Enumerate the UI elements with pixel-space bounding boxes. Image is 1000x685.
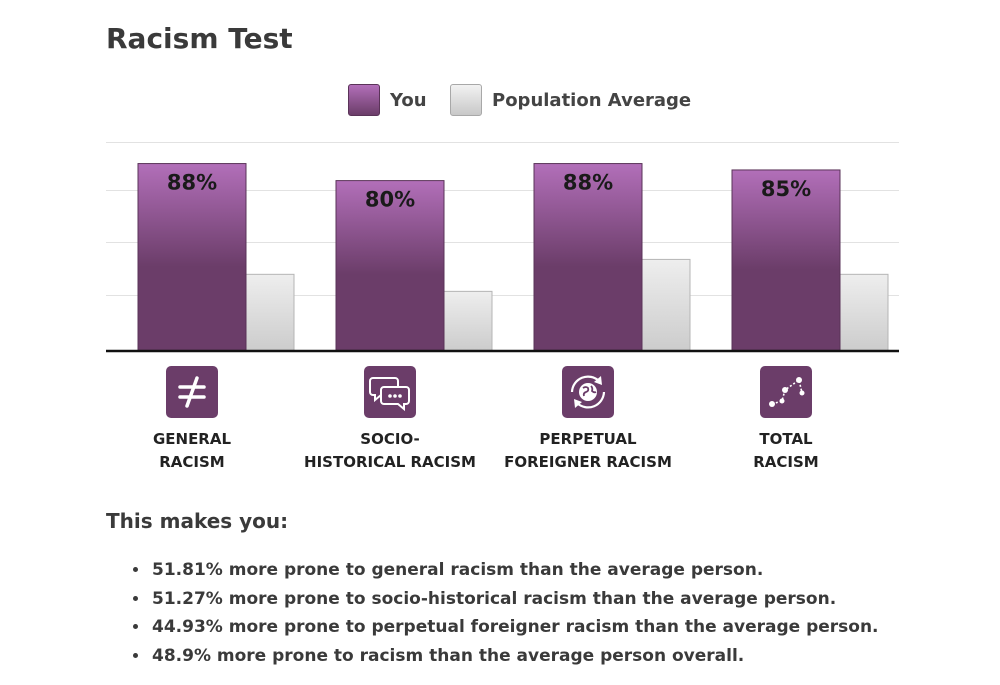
data-label-you: 80% — [365, 188, 415, 212]
not-equal-icon — [166, 366, 218, 418]
summary-item: 51.27% more prone to socio-historical ra… — [150, 585, 879, 614]
legend-item-you: You — [348, 84, 427, 116]
bar-you — [731, 169, 841, 352]
legend-swatch-population — [450, 84, 482, 116]
data-label-you: 88% — [563, 171, 613, 195]
summary-item: 44.93% more prone to perpetual foreigner… — [150, 613, 879, 642]
legend-item-population: Population Average — [450, 84, 691, 116]
bar-you — [533, 163, 643, 352]
bar-chart: 88% 80% 88% 85% — [106, 142, 899, 353]
page-title: Racism Test — [106, 22, 293, 55]
globe-cycle-icon — [562, 366, 614, 418]
bar-you — [335, 180, 445, 352]
chart-legend: You Population Average — [0, 84, 1000, 120]
data-label-you: 88% — [167, 171, 217, 195]
summary-item: 51.81% more prone to general racism than… — [150, 556, 879, 585]
category-label-total: TOTAL RACISM — [753, 430, 819, 471]
category-label-socio-historical: SOCIO- HISTORICAL RACISM — [304, 430, 476, 471]
chat-bubbles-icon — [364, 366, 416, 418]
legend-label-you: You — [390, 89, 427, 111]
legend-label-population: Population Average — [492, 89, 692, 111]
bar-population-average — [641, 258, 691, 352]
data-label-you: 85% — [761, 177, 811, 201]
summary-list: 51.81% more prone to general racism than… — [126, 556, 879, 670]
bar-population-average — [443, 290, 493, 352]
bar-population-average — [245, 273, 295, 352]
bar-you — [137, 163, 247, 352]
bar-population-average — [839, 273, 889, 352]
summary-item: 48.9% more prone to racism than the aver… — [150, 642, 879, 671]
legend-swatch-you — [348, 84, 380, 116]
summary-heading: This makes you: — [106, 509, 289, 533]
category-label-perpetual-foreigner: PERPETUAL FOREIGNER RACISM — [504, 430, 672, 471]
category-label-general: GENERAL RACISM — [152, 430, 232, 471]
network-graph-icon — [760, 366, 812, 418]
